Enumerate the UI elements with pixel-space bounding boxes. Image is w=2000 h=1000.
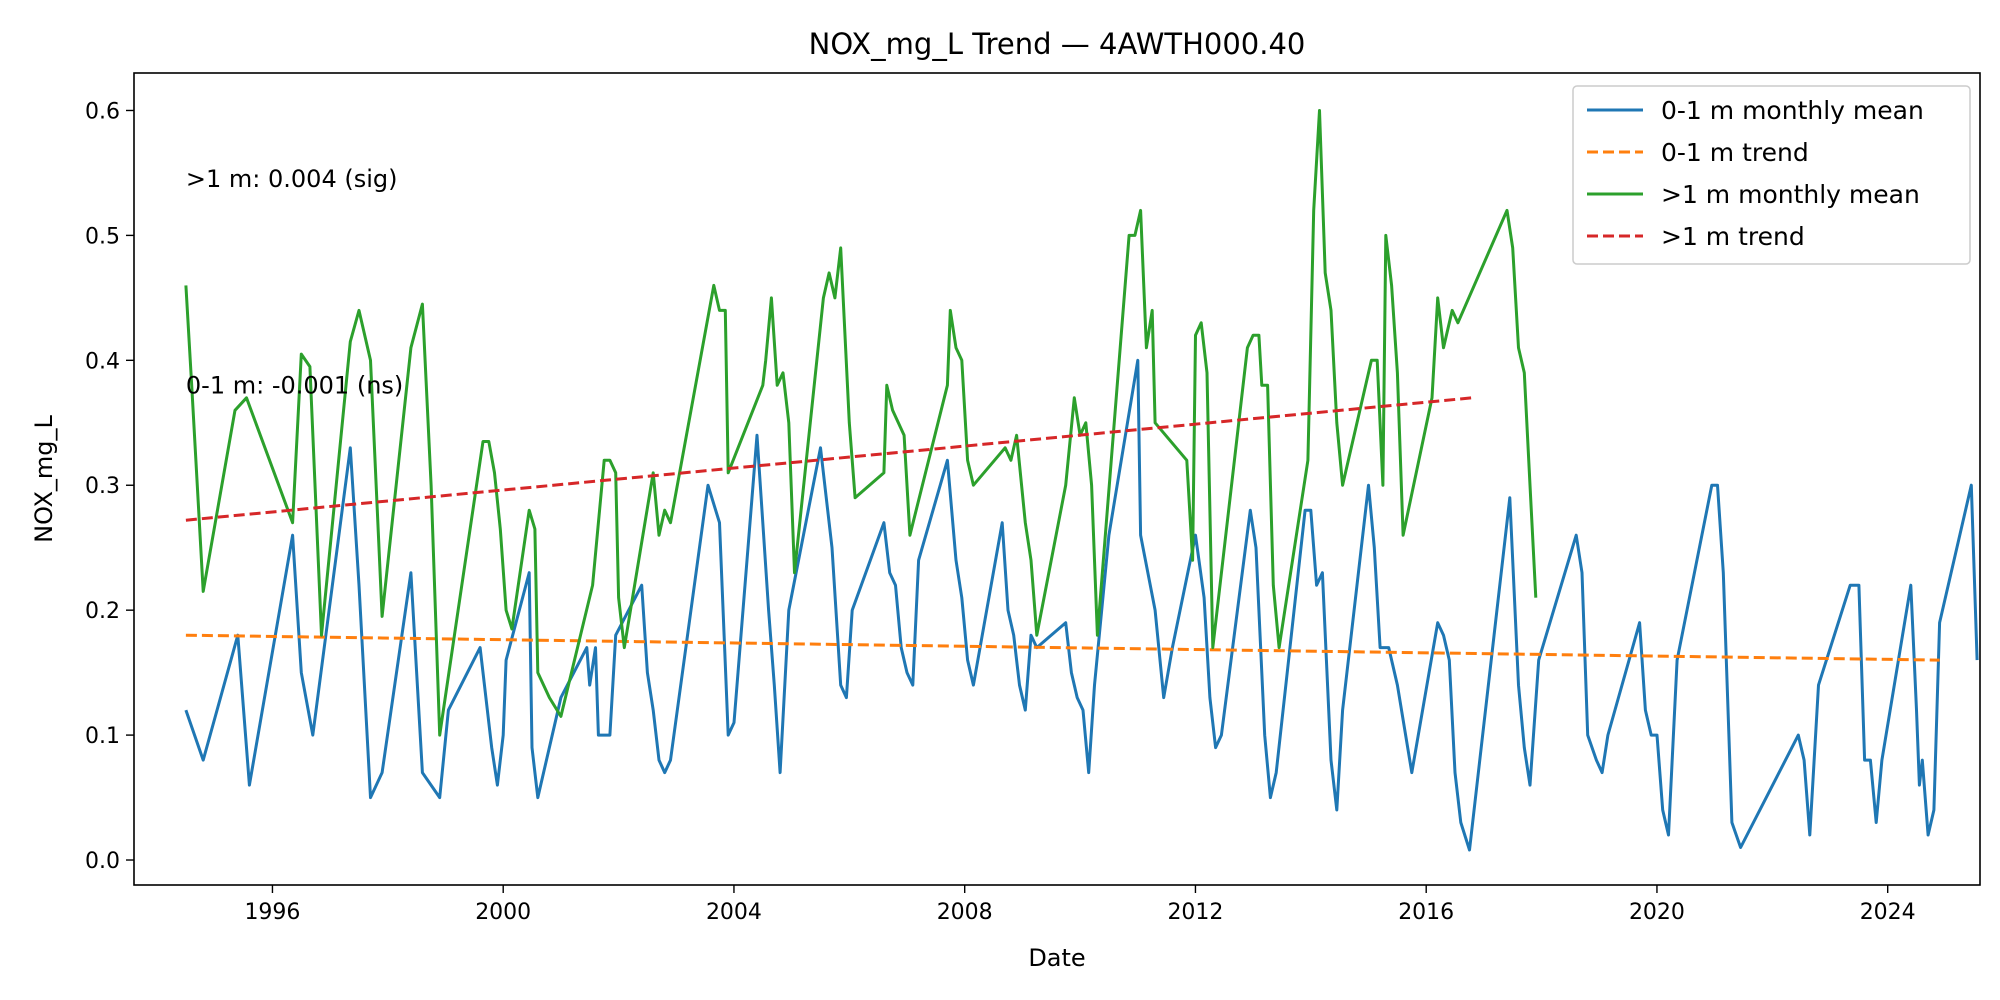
x-tick-label: 2008 — [937, 900, 993, 925]
y-tick-label: 0.0 — [85, 849, 120, 874]
x-tick-label: 2012 — [1167, 900, 1223, 925]
legend-label: >1 m trend — [1661, 222, 1805, 251]
legend-label: 0-1 m trend — [1661, 138, 1809, 167]
y-tick-label: 0.1 — [85, 724, 120, 749]
plot-area — [184, 109, 1979, 852]
legend-label: 0-1 m monthly mean — [1661, 96, 1924, 125]
trend-annotation: >1 m: 0.004 (sig) — [186, 165, 398, 193]
legend-box — [1572, 85, 1971, 265]
y-tick-label: 0.4 — [85, 349, 120, 374]
legend-label: >1 m monthly mean — [1661, 180, 1920, 209]
y-axis-label: NOX_mg_L — [30, 415, 58, 543]
x-tick-label: 2004 — [706, 900, 762, 925]
axes-frame — [133, 72, 1981, 886]
series-1-m-trend — [185, 396, 1473, 522]
x-tick-label: 1996 — [244, 900, 300, 925]
y-tick-label: 0.5 — [85, 224, 120, 249]
y-tick-label: 0.6 — [85, 99, 120, 124]
y-tick-label: 0.3 — [85, 474, 120, 499]
x-axis-label: Date — [1028, 944, 1085, 972]
trend-annotation: 0-1 m: -0.001 (ns) — [186, 371, 403, 399]
annotations: >1 m: 0.004 (sig) 0-1 m: -0.001 (ns) — [186, 165, 403, 399]
legend: 0-1 m monthly mean 0-1 m trend >1 m monthl… — [1572, 85, 1971, 265]
series-1-m-monthly-mean — [184, 109, 1538, 737]
x-tick-label: 2024 — [1860, 900, 1916, 925]
y-tick-label: 0.2 — [85, 599, 120, 624]
chart-title: NOX_mg_L Trend — 4AWTH000.40 — [809, 27, 1306, 61]
x-tick-label: 2020 — [1629, 900, 1685, 925]
x-tick-label: 2016 — [1398, 900, 1454, 925]
series-0-1-m-trend — [185, 633, 1940, 662]
x-tick-label: 2000 — [475, 900, 531, 925]
series-0-1-m-monthly-mean — [184, 358, 1979, 852]
axis-ticks: 1996 2000 2004 2008 2012 2016 2020 2024 0.0 0.1 0.… — [85, 99, 1916, 925]
